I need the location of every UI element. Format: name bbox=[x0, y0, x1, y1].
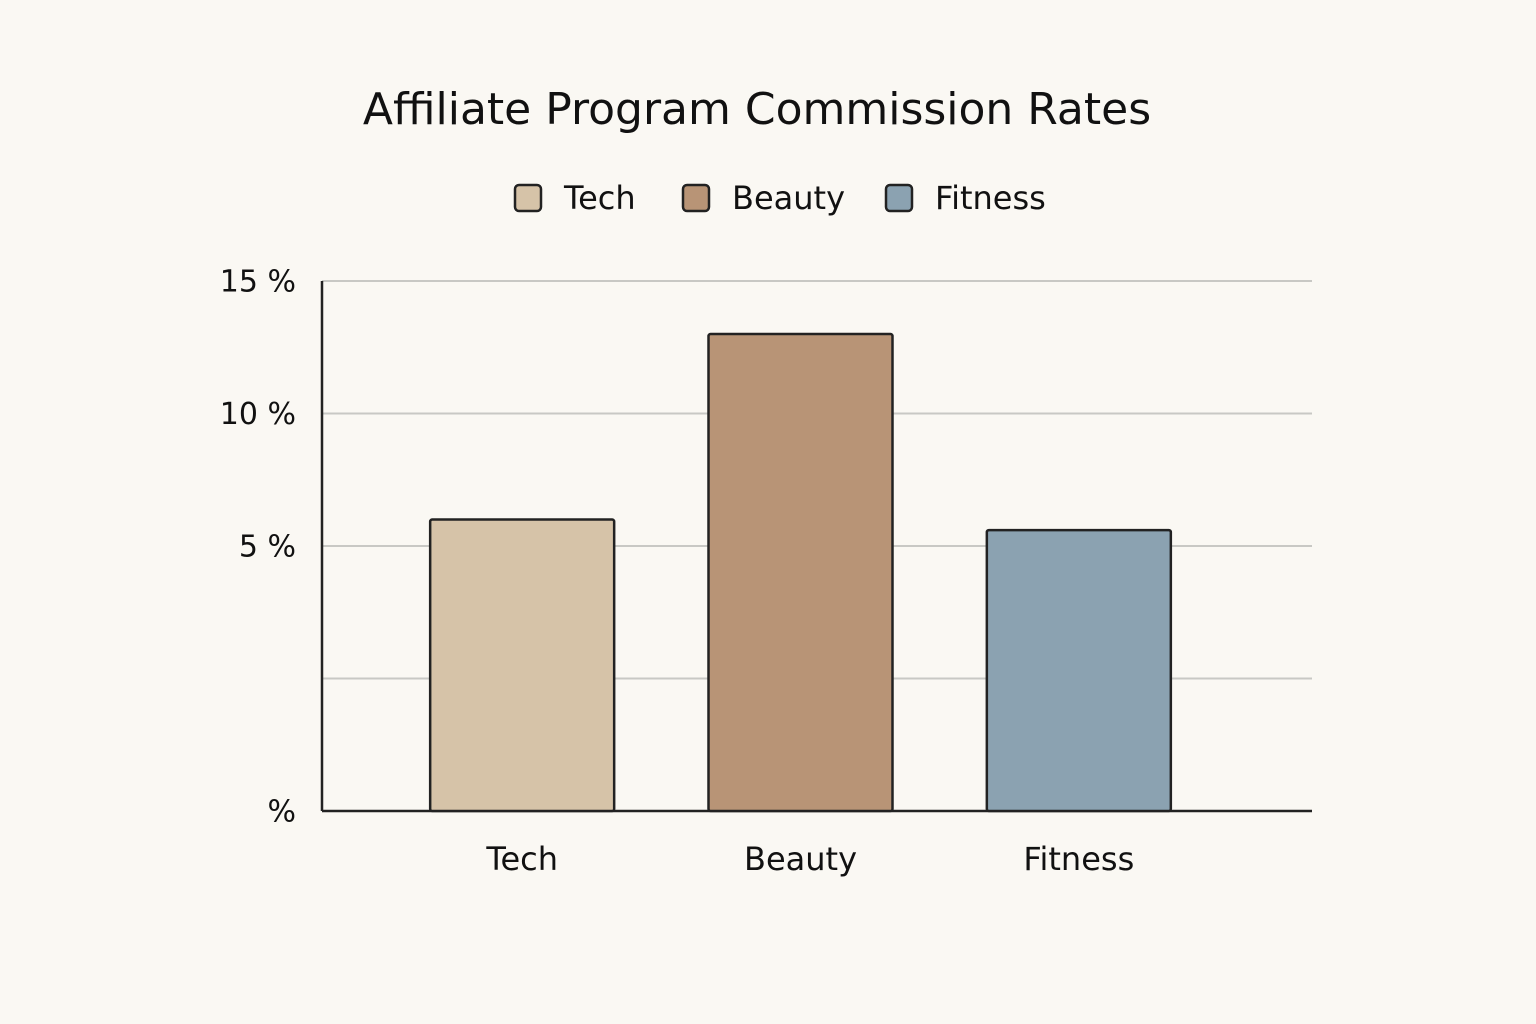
y-tick-label: 5 % bbox=[239, 530, 296, 565]
bar bbox=[985, 528, 1173, 813]
legend-swatch bbox=[513, 183, 543, 213]
y-tick-label: 15 % bbox=[220, 265, 296, 300]
x-tick-label: Fitness bbox=[1023, 840, 1134, 878]
x-tick-label: Beauty bbox=[744, 840, 857, 878]
legend-swatch bbox=[681, 183, 711, 213]
legend-label: Fitness bbox=[935, 179, 1046, 217]
chart-title: Affiliate Program Commission Rates bbox=[363, 84, 1151, 135]
bar bbox=[428, 518, 616, 813]
y-tick-label: 10 % bbox=[220, 397, 296, 432]
legend-swatch bbox=[884, 183, 914, 213]
legend-label: Tech bbox=[563, 179, 636, 217]
legend-label: Beauty bbox=[732, 179, 845, 217]
x-tick-label: Tech bbox=[485, 840, 558, 878]
y-tick-label: % bbox=[267, 795, 296, 830]
bar bbox=[707, 332, 894, 813]
